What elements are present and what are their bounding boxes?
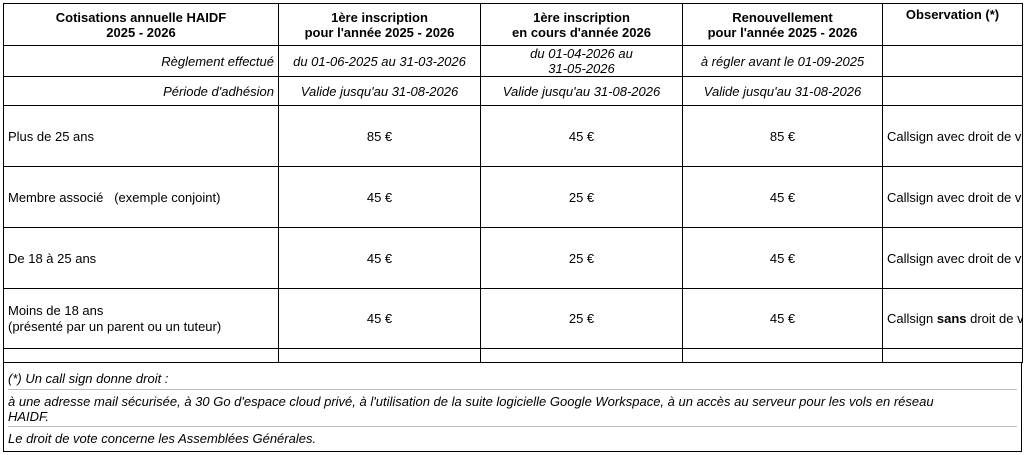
spacer-row [3, 348, 1023, 363]
fee-midyear: 25 € [480, 288, 683, 349]
observation: Callsign sans droit de vote [882, 288, 1023, 349]
footnote-divider [8, 426, 1017, 427]
header-first-registration-period: pour l'année 2025 - 2026 [304, 24, 455, 40]
header-cell: Cotisations annuelle HAIDF 2025 - 2026 [3, 3, 279, 46]
header-season: 2025 - 2026 [106, 24, 176, 40]
footnote-text: à une adresse mail sécurisée, à 30 Go d'… [8, 394, 934, 409]
fee-renewal: 45 € [682, 288, 883, 349]
header-cell: Renouvellement pour l'année 2025 - 2026 [682, 3, 883, 46]
category-label: Plus de 25 ans [3, 105, 279, 167]
footnote-divider [8, 389, 1017, 390]
observation: Callsign avec droit de vote [882, 227, 1023, 289]
membership-period-row: Période d'adhésion Valide jusqu'au 31-08… [3, 76, 1023, 106]
fee-midyear: 25 € [480, 166, 683, 228]
fee-midyear: 25 € [480, 227, 683, 289]
category-label: De 18 à 25 ans [3, 227, 279, 289]
period-renewal: Valide jusqu'au 31-08-2026 [682, 76, 883, 106]
empty-cell [882, 45, 1023, 77]
observation: Callsign avec droit de vote [882, 166, 1023, 228]
table-row: Plus de 25 ans 85 € 45 € 85 € Callsign a… [3, 105, 1023, 167]
payment-label: Règlement effectué [3, 45, 279, 77]
observation-emphasis: sans [936, 311, 967, 326]
payment-first: du 01-06-2025 au 31-03-2026 [278, 45, 481, 77]
category-label-line: Moins de 18 ans [8, 302, 104, 318]
fee-renewal: 45 € [682, 227, 883, 289]
observation-text: Callsign [887, 311, 937, 326]
header-midyear-registration: 1ère inscription [533, 9, 630, 25]
header-row: Cotisations annuelle HAIDF 2025 - 2026 1… [3, 3, 1023, 46]
category-label-note: (présenté par un parent ou un tuteur) [8, 318, 222, 334]
footnote-box: (*) Un call sign donne droit : à une adr… [3, 362, 1022, 452]
payment-midyear: du 01-04-2026 au 31-05-2026 [480, 45, 683, 77]
fee-first: 45 € [278, 227, 481, 289]
period-midyear: Valide jusqu'au 31-08-2026 [480, 76, 683, 106]
payment-row: Règlement effectué du 01-06-2025 au 31-0… [3, 45, 1023, 77]
empty-cell [3, 348, 279, 363]
footnote-voting-note: Le droit de vote concerne les Assemblées… [8, 431, 317, 446]
category-label: Moins de 18 ans (présenté par un parent … [3, 288, 279, 349]
fee-first: 85 € [278, 105, 481, 167]
table-row: Membre associé (exemple conjoint) 45 € 2… [3, 166, 1023, 228]
table-row: De 18 à 25 ans 45 € 25 € 45 € Callsign a… [3, 227, 1023, 289]
fee-table: Cotisations annuelle HAIDF 2025 - 2026 1… [3, 3, 1023, 363]
empty-cell [882, 348, 1023, 363]
header-cell: 1ère inscription en cours d'année 2026 [480, 3, 683, 46]
footnote-heading: (*) Un call sign donne droit : [8, 371, 169, 386]
header-renewal: Renouvellement [732, 9, 833, 25]
empty-cell [882, 76, 1023, 106]
header-cell: 1ère inscription pour l'année 2025 - 202… [278, 3, 481, 46]
header-first-registration: 1ère inscription [331, 9, 428, 25]
empty-cell [278, 348, 481, 363]
payment-midyear-line: 31-05-2026 [548, 61, 615, 76]
header-midyear-registration-period: en cours d'année 2026 [512, 24, 651, 40]
payment-midyear-line: du 01-04-2026 au [530, 46, 633, 62]
category-label: Membre associé (exemple conjoint) [3, 166, 279, 228]
fee-renewal: 45 € [682, 166, 883, 228]
table-row: Moins de 18 ans (présenté par un parent … [3, 288, 1023, 349]
header-renewal-period: pour l'année 2025 - 2026 [707, 24, 858, 40]
fee-midyear: 45 € [480, 105, 683, 167]
period-first: Valide jusqu'au 31-08-2026 [278, 76, 481, 106]
empty-cell [682, 348, 883, 363]
period-label: Période d'adhésion [3, 76, 279, 106]
observation: Callsign avec droit de vote [882, 105, 1023, 167]
fee-first: 45 € [278, 288, 481, 349]
fee-renewal: 85 € [682, 105, 883, 167]
payment-renewal: à régler avant le 01-09-2025 [682, 45, 883, 77]
footnote-text: HAIDF. [8, 409, 49, 424]
empty-cell [480, 348, 683, 363]
header-title: Cotisations annuelle HAIDF [55, 9, 227, 25]
observation-text: droit de vote [970, 311, 1021, 326]
fee-first: 45 € [278, 166, 481, 228]
header-observation: Observation (*) [882, 3, 1023, 46]
